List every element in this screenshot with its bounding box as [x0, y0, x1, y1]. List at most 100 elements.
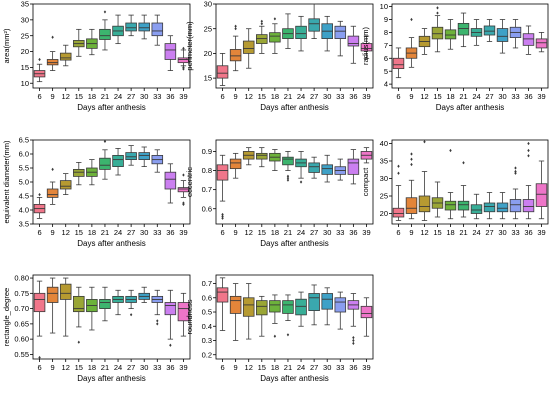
box-39	[360, 147, 373, 164]
box-6	[216, 277, 229, 331]
x-tick-label: 12	[245, 228, 253, 237]
box-39	[360, 297, 373, 337]
box-33	[509, 19, 522, 49]
x-tick-label: 12	[420, 228, 428, 237]
outlier-point	[273, 17, 277, 21]
x-axis-label: Days after anthesis	[260, 374, 328, 383]
outlier-point	[352, 336, 355, 340]
y-axis-label: perimeter(mm)	[185, 21, 194, 71]
box-iqr	[125, 22, 137, 32]
box-36	[164, 35, 177, 71]
box-6	[33, 280, 46, 360]
x-tick-label: 12	[62, 363, 70, 372]
x-tick-label: 27	[485, 92, 493, 101]
x-tick-label: 27	[485, 228, 493, 237]
box-iqr	[444, 29, 457, 40]
box-iqr	[177, 187, 190, 193]
box-24	[295, 151, 307, 184]
x-tick-label: 36	[349, 228, 357, 237]
outlier-point	[221, 216, 224, 220]
box-30	[138, 146, 150, 168]
box-39	[177, 173, 190, 206]
x-tick-label: 9	[51, 363, 55, 372]
x-tick-label: 33	[511, 92, 519, 101]
box-12	[242, 283, 255, 340]
box-18	[86, 286, 98, 331]
x-tick-label: 12	[245, 92, 253, 101]
y-tick-label: 7	[384, 41, 388, 50]
box-30	[496, 192, 509, 220]
box-18	[444, 148, 457, 220]
box-12	[59, 277, 72, 337]
y-axis-label: radius(mm)	[361, 27, 370, 65]
x-tick-label: 39	[362, 92, 370, 101]
y-tick-label: 30	[21, 15, 29, 24]
x-tick-label: 33	[511, 228, 519, 237]
y-tick-label: 0.80	[14, 274, 29, 283]
x-tick-label: 36	[349, 363, 357, 372]
x-tick-label: 24	[472, 228, 480, 237]
box-39	[535, 160, 548, 220]
x-tick-label: 18	[88, 228, 96, 237]
box-9	[405, 152, 418, 220]
outlier-point	[410, 162, 413, 167]
outlier-point	[397, 171, 400, 175]
box-27	[308, 284, 320, 326]
y-tick-label: 4.5	[19, 192, 29, 201]
box-iqr	[392, 207, 405, 218]
box-iqr	[112, 154, 124, 167]
outlier-point	[221, 214, 224, 218]
outlier-point	[286, 176, 290, 180]
x-axis-label: Days after anthesis	[77, 239, 145, 248]
box-36	[522, 141, 535, 220]
plot-frame	[215, 274, 374, 360]
outlier-point	[436, 11, 439, 15]
box-18	[86, 28, 98, 56]
x-tick-label: 33	[336, 228, 344, 237]
box-12	[242, 28, 255, 69]
box-33	[334, 158, 347, 181]
box-iqr	[216, 287, 229, 303]
x-tick-label: 21	[459, 228, 467, 237]
x-tick-label: 21	[459, 92, 467, 101]
outlier-point	[38, 57, 41, 62]
x-tick-label: 36	[349, 92, 357, 101]
y-tick-label: 0.60	[14, 335, 29, 344]
x-tick-label: 24	[114, 228, 122, 237]
panel-1: 10 15 20 25 30 35 6 9 12 15 18 21 24 27 30 33 36 39 Days a…	[2, 0, 191, 112]
y-tick-label: 0.7	[202, 185, 212, 194]
outlier-point	[514, 171, 517, 175]
outlier-point	[273, 334, 277, 338]
y-tick-label: 25	[380, 192, 388, 201]
box-iqr	[431, 26, 444, 40]
y-axis-label: eccentric	[185, 167, 194, 197]
x-tick-label: 9	[51, 92, 55, 101]
y-tick-label: 0.55	[14, 350, 29, 359]
outlier-point	[527, 141, 530, 146]
outlier-point	[51, 35, 54, 39]
y-axis-label: roundness	[185, 299, 194, 334]
box-iqr	[46, 59, 59, 66]
outlier-point	[352, 341, 355, 345]
x-tick-label: 15	[258, 228, 266, 237]
outlier-point	[156, 319, 159, 323]
box-21	[99, 286, 111, 322]
box-iqr	[496, 28, 509, 42]
x-tick-label: 30	[498, 228, 506, 237]
box-iqr	[418, 195, 431, 213]
x-tick-label: 21	[284, 363, 292, 372]
box-iqr	[242, 40, 255, 54]
x-tick-label: 15	[75, 363, 83, 372]
x-tick-label: 27	[310, 228, 318, 237]
box-iqr	[392, 57, 405, 70]
x-tick-label: 39	[179, 228, 187, 237]
x-tick-label: 18	[271, 92, 279, 101]
box-27	[125, 14, 137, 37]
x-tick-label: 21	[284, 228, 292, 237]
x-tick-label: 9	[51, 228, 55, 237]
box-iqr	[321, 293, 333, 310]
x-tick-label: 15	[75, 228, 83, 237]
box-iqr	[321, 164, 333, 175]
box-iqr	[483, 25, 496, 36]
box-33	[151, 149, 164, 173]
